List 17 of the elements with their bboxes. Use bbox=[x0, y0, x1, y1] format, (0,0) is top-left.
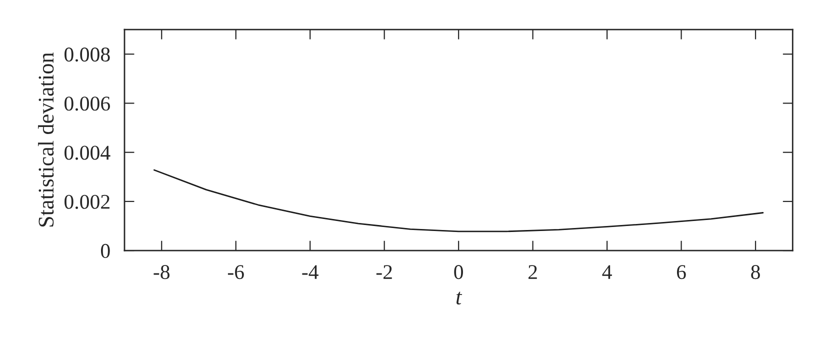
line-series bbox=[154, 169, 764, 232]
x-tick-label: 2 bbox=[528, 265, 537, 279]
y-tick-label: 0.008 bbox=[64, 48, 110, 62]
x-tick-label: 6 bbox=[676, 265, 686, 280]
y-tick-label: 0 bbox=[100, 244, 110, 258]
x-axis-title: t bbox=[456, 292, 462, 305]
x-tick-label: 4 bbox=[602, 265, 612, 279]
x-tick-label: -2 bbox=[376, 265, 392, 279]
x-tick-label: -4 bbox=[302, 265, 318, 279]
x-tick-label: 8 bbox=[751, 265, 760, 280]
y-tick-label: 0.004 bbox=[64, 146, 110, 160]
x-tick-label: -6 bbox=[228, 265, 244, 280]
x-tick-label: 0 bbox=[454, 265, 463, 280]
y-tick-label: 0.006 bbox=[64, 96, 110, 111]
y-tick-label: 0.002 bbox=[64, 194, 110, 209]
y-axis-title: Statistical deviation bbox=[38, 52, 54, 227]
x-tick-label: -8 bbox=[154, 265, 170, 280]
